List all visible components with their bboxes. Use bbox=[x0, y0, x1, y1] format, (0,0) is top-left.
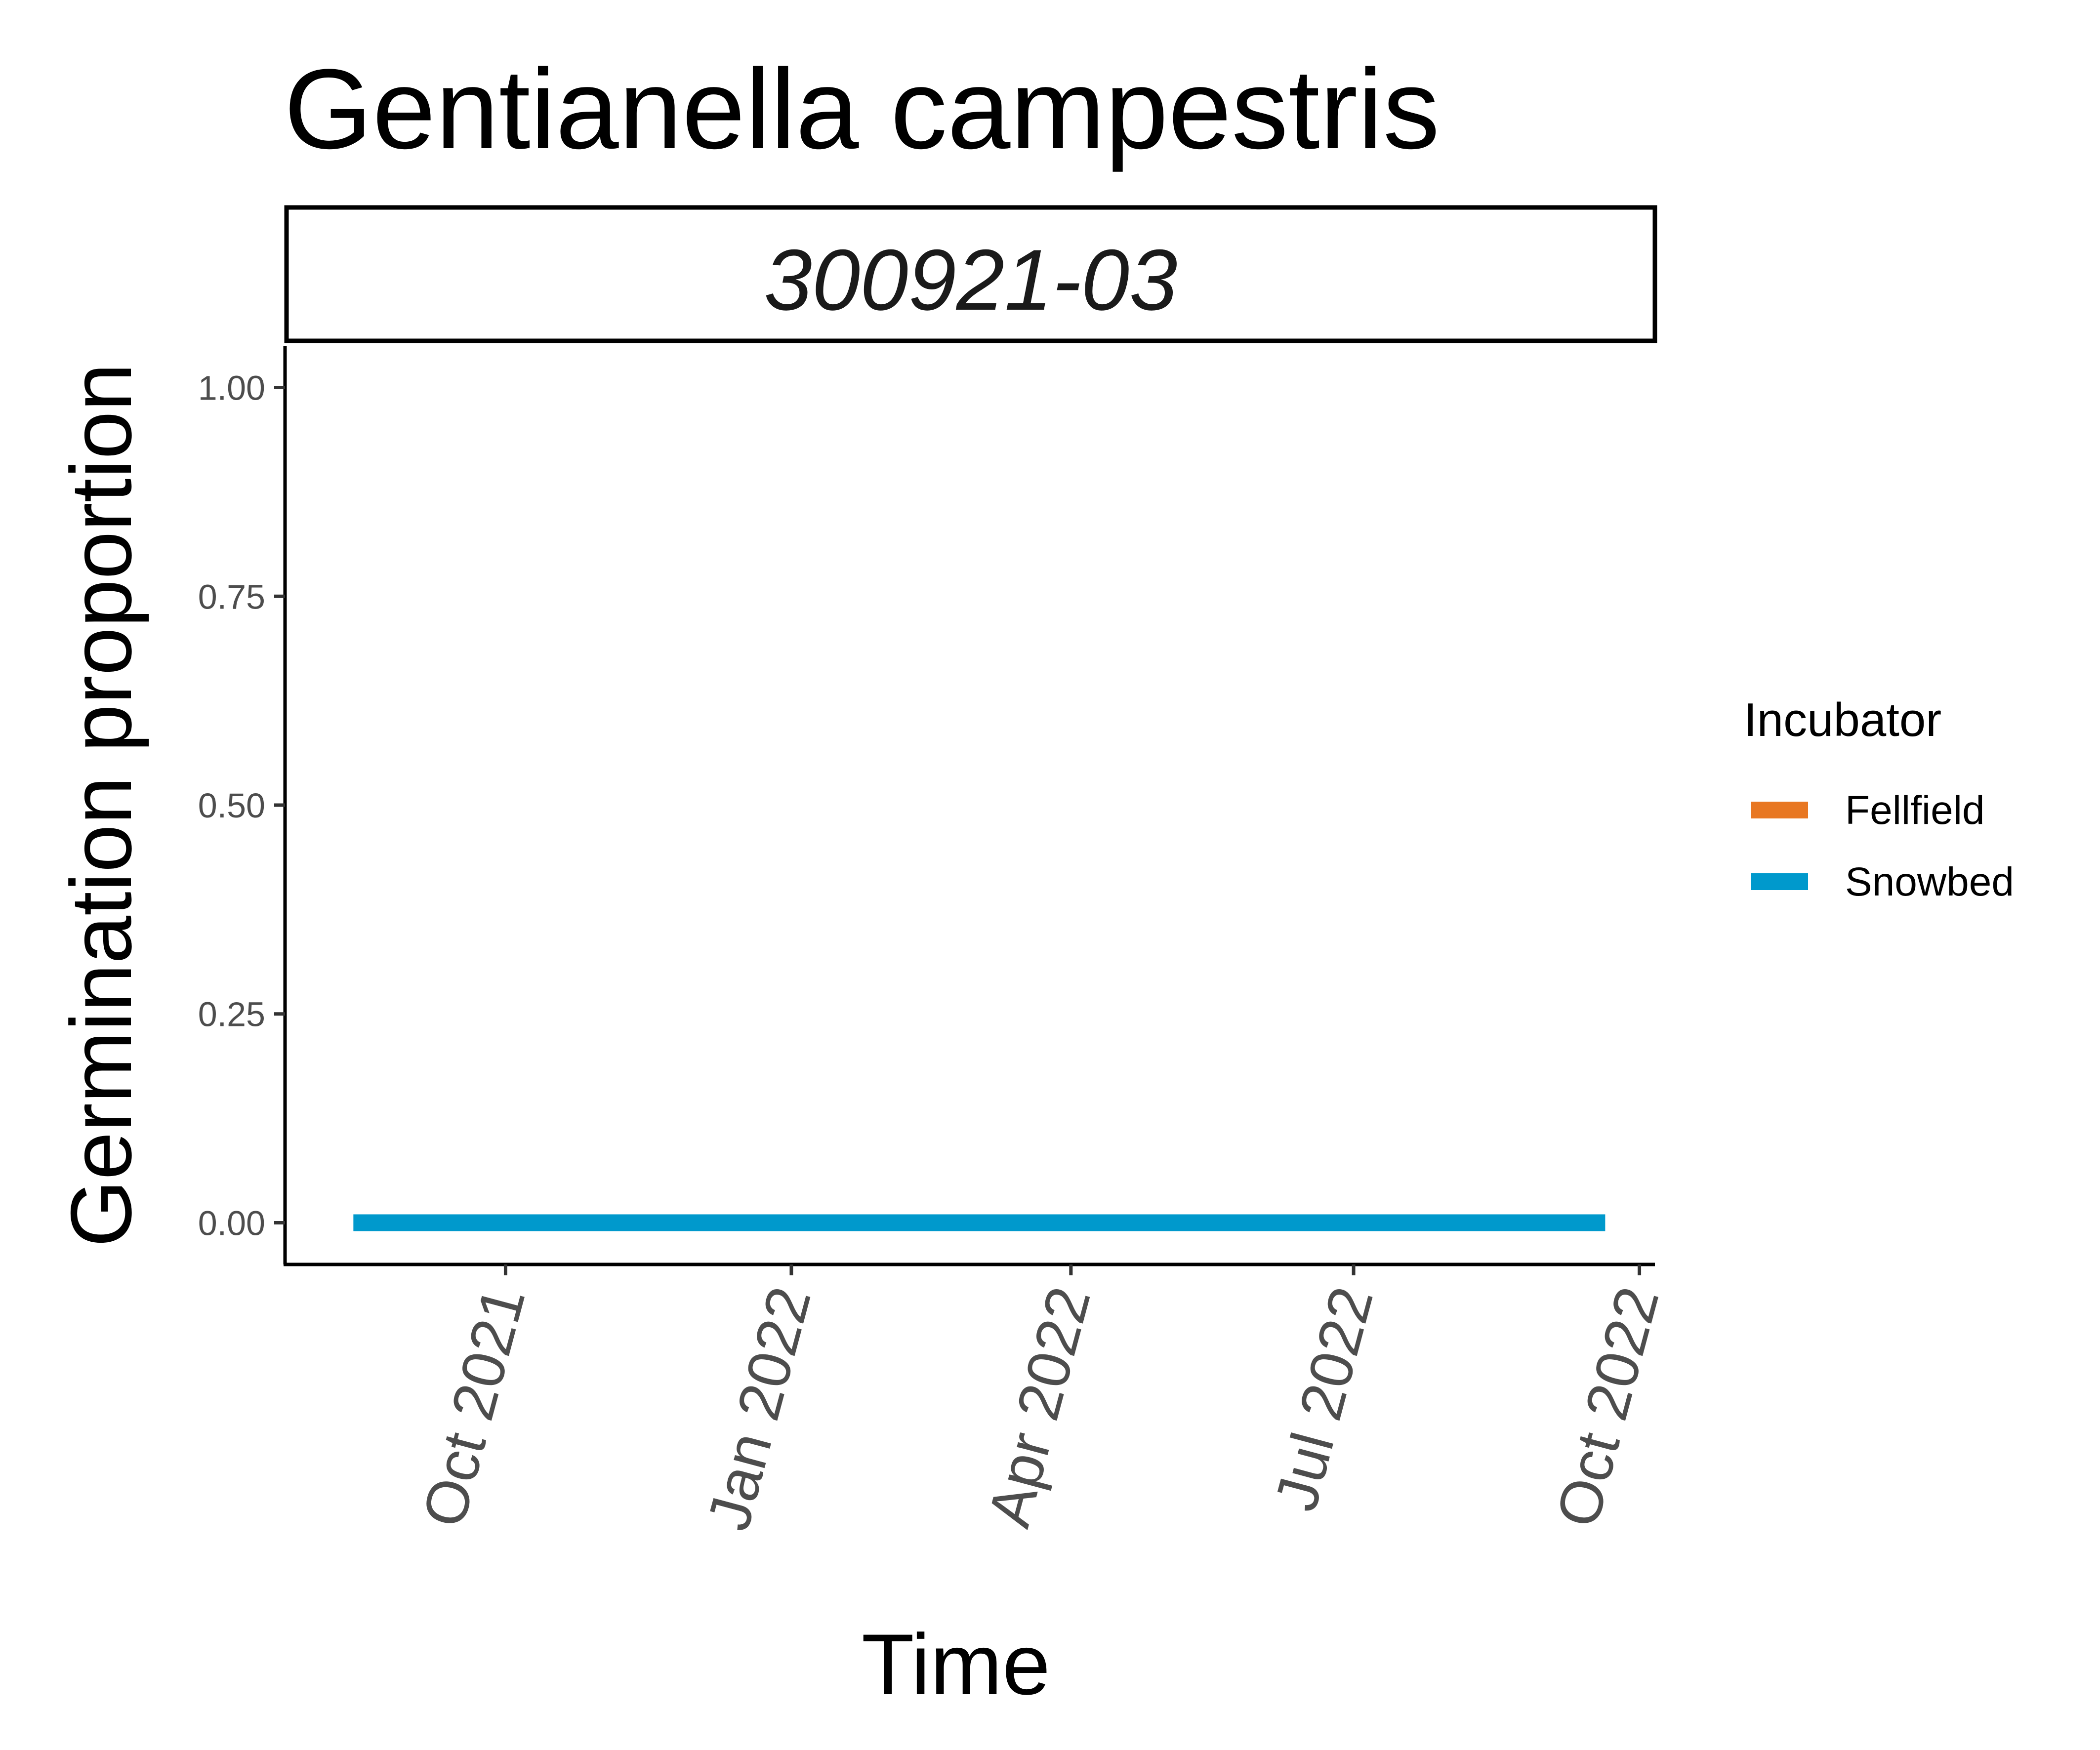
facet-strip-label: 300921-03 bbox=[764, 232, 1178, 328]
y-tick-label: 0.50 bbox=[198, 786, 265, 825]
y-tick-label: 0.25 bbox=[198, 995, 265, 1034]
facet-strip-box bbox=[284, 205, 1657, 343]
legend-label-fellfield: Fellfield bbox=[1845, 788, 1985, 833]
y-axis-title: Germination proportion bbox=[53, 363, 150, 1247]
x-tick-label: Apr 2022 bbox=[975, 1280, 1103, 1534]
y-tick-label: 0.00 bbox=[198, 1204, 265, 1242]
panel bbox=[283, 346, 1655, 1266]
chart-title: Gentianella campestris bbox=[284, 45, 1440, 172]
x-axis-title: Time bbox=[862, 1617, 1050, 1713]
y-tick-label: 0.75 bbox=[198, 577, 265, 616]
y-axis-ticks: 0.00 0.25 0.50 0.75 1.00 bbox=[198, 369, 285, 1242]
x-axis-ticks: Oct 2021 Jan 2022 Apr 2022 Jul 2022 Oct 2022 bbox=[410, 1264, 1672, 1537]
legend-title: Incubator bbox=[1744, 693, 1941, 746]
legend-label-snowbed: Snowbed bbox=[1845, 859, 2014, 904]
facet-strip: 300921-03 bbox=[284, 205, 1657, 343]
x-tick-label: Jan 2022 bbox=[695, 1280, 824, 1537]
legend: Incubator Fellfield Snowbed bbox=[1744, 693, 2014, 904]
x-tick-label: Jul 2022 bbox=[1262, 1280, 1386, 1518]
x-tick-label: Oct 2021 bbox=[410, 1280, 538, 1534]
y-tick-label: 1.00 bbox=[198, 369, 265, 407]
x-tick-label: Oct 2022 bbox=[1543, 1280, 1672, 1534]
